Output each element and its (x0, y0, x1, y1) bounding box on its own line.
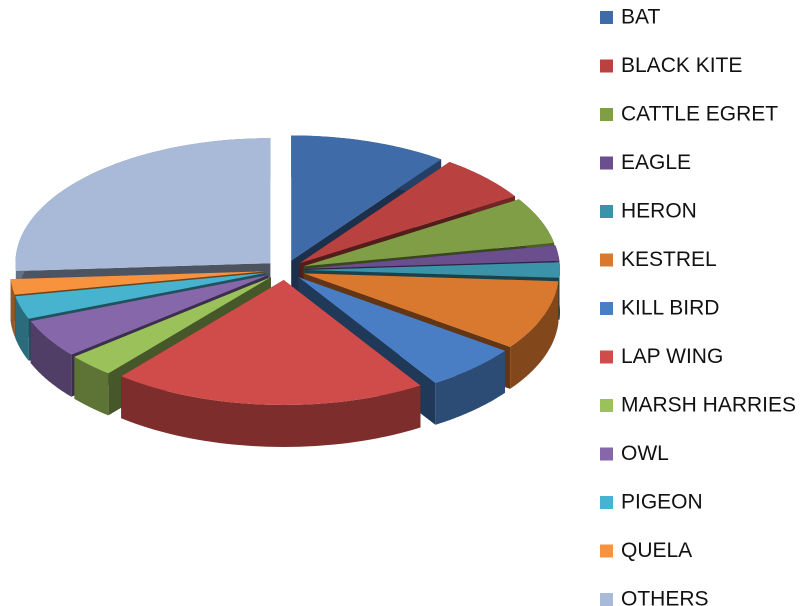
legend-label: OTHERS (621, 588, 709, 606)
pie-slice (121, 280, 421, 447)
legend-label: MARSH HARRIES (621, 394, 796, 417)
slice-top (304, 245, 560, 269)
slice-top (305, 262, 560, 278)
legend-swatch (600, 350, 613, 364)
legend-label: HERON (621, 200, 697, 223)
legend-swatch (600, 59, 613, 73)
legend-swatch (600, 447, 613, 461)
slice-side (74, 356, 109, 416)
legend-swatch (600, 399, 613, 412)
legend-swatch (600, 593, 613, 606)
slice-top (10, 271, 266, 295)
legend-label: BAT (621, 6, 660, 29)
slice-wall (74, 277, 271, 399)
legend-swatch (600, 156, 613, 170)
slice-top (15, 272, 266, 319)
slice-side (510, 281, 559, 389)
legend-swatch (600, 11, 613, 24)
legend-swatch (600, 205, 613, 218)
legend-swatch (600, 253, 613, 267)
slice-side (10, 279, 15, 337)
slice-side (30, 321, 72, 397)
slice-top (303, 199, 555, 267)
slice-top (303, 273, 559, 347)
slice-top (15, 138, 271, 271)
slice-top (121, 280, 421, 405)
legend-label: QUELA (621, 539, 692, 562)
legend-label: BLACK KITE (621, 54, 742, 77)
legend-label: OWL (621, 442, 669, 465)
slice-top (298, 277, 505, 383)
legend-label: CATTLE EGRET (621, 103, 778, 126)
slice-top (30, 275, 268, 355)
slice-side (15, 296, 29, 361)
legend-swatch (600, 496, 613, 509)
legend-label: PIGEON (621, 491, 703, 514)
slice-top (291, 135, 442, 261)
slice-top (74, 277, 271, 374)
legend-label: EAGLE (621, 151, 691, 174)
slice-side (121, 376, 421, 447)
legend-label: LAP WING (621, 345, 723, 368)
legend-swatch (600, 108, 613, 121)
legend-swatch (600, 544, 613, 558)
legend-swatch (600, 302, 613, 315)
slice-top (299, 162, 515, 264)
legend-label: KESTREL (621, 248, 717, 271)
slice-side (435, 350, 505, 425)
legend-label: KILL BIRD (621, 297, 719, 320)
